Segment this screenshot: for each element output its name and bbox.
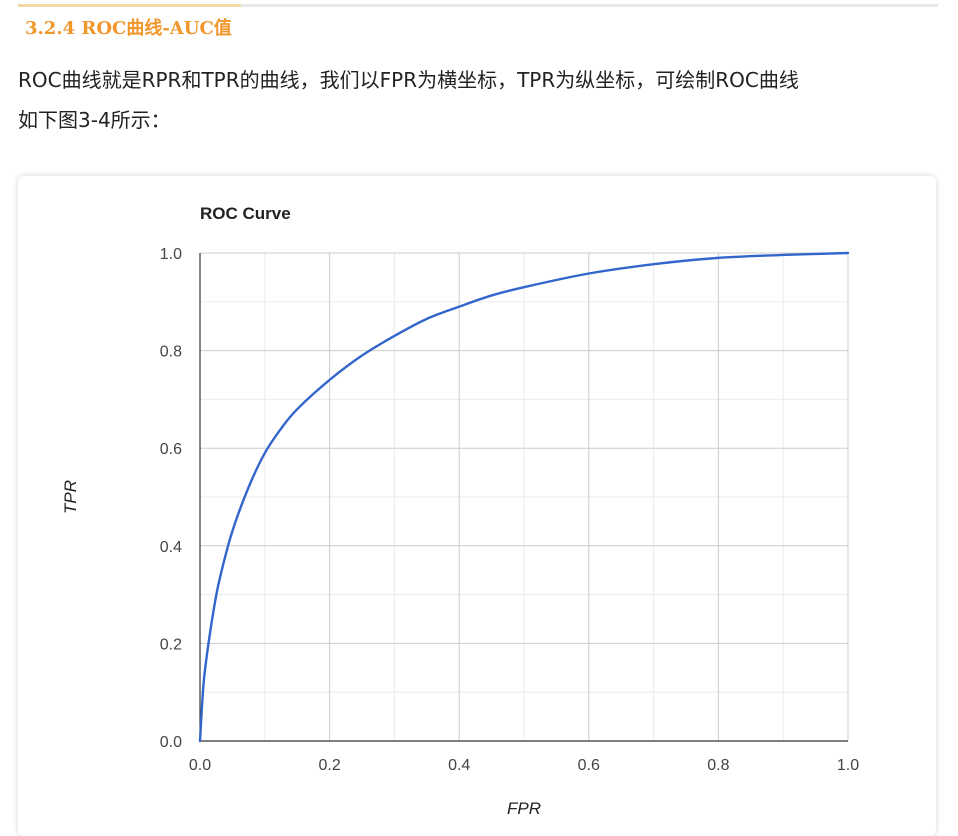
x-tick-label: 0.2 [318,757,340,774]
x-tick-label: 0.6 [578,757,600,774]
axes [199,253,848,742]
x-tick-label: 0.4 [448,757,470,774]
x-tick-label: 1.0 [837,757,859,774]
roc-series-line [198,251,850,743]
y-tick-label: 1.0 [160,246,182,263]
paragraph-line-1: ROC曲线就是RPR和TPR的曲线，我们以FPR为横坐标，TPR为纵坐标，可绘制… [18,68,799,92]
section-title: ROC曲线-AUC值 [81,18,232,39]
paragraph: ROC曲线就是RPR和TPR的曲线，我们以FPR为横坐标，TPR为纵坐标，可绘制… [18,60,943,140]
top-divider-accent [18,4,241,7]
y-tick-label: 0.0 [160,734,182,751]
series-group [198,251,850,743]
x-tick-labels: 0.0 0.2 0.4 0.6 0.8 1.0 [189,757,859,774]
roc-chart: 0.0 0.2 0.4 0.6 0.8 1.0 0.0 0.2 0.4 0.6 0.8 1.0 RO… [61,204,859,818]
chart-title: ROC Curve [200,204,291,223]
y-tick-label: 0.2 [160,636,182,653]
y-tick-label: 0.4 [160,539,182,556]
x-tick-label: 0.0 [189,757,211,774]
y-tick-labels: 0.0 0.2 0.4 0.6 0.8 1.0 [160,246,182,751]
minor-gridlines [200,253,848,741]
major-gridlines [200,252,849,741]
section-heading: 3.2.4 ROC曲线-AUC值 [25,14,232,40]
y-axis-label: TPR [61,480,80,514]
y-tick-label: 0.6 [160,441,182,458]
chart-card: 0.0 0.2 0.4 0.6 0.8 1.0 0.0 0.2 0.4 0.6 0.8 1.0 RO… [18,176,936,836]
x-axis-label: FPR [507,799,541,818]
top-divider [18,4,938,7]
y-tick-label: 0.8 [160,344,182,361]
paragraph-line-2: 如下图3-4所示： [18,108,171,132]
section-number: 3.2.4 [25,18,82,39]
x-tick-label: 0.8 [707,757,729,774]
